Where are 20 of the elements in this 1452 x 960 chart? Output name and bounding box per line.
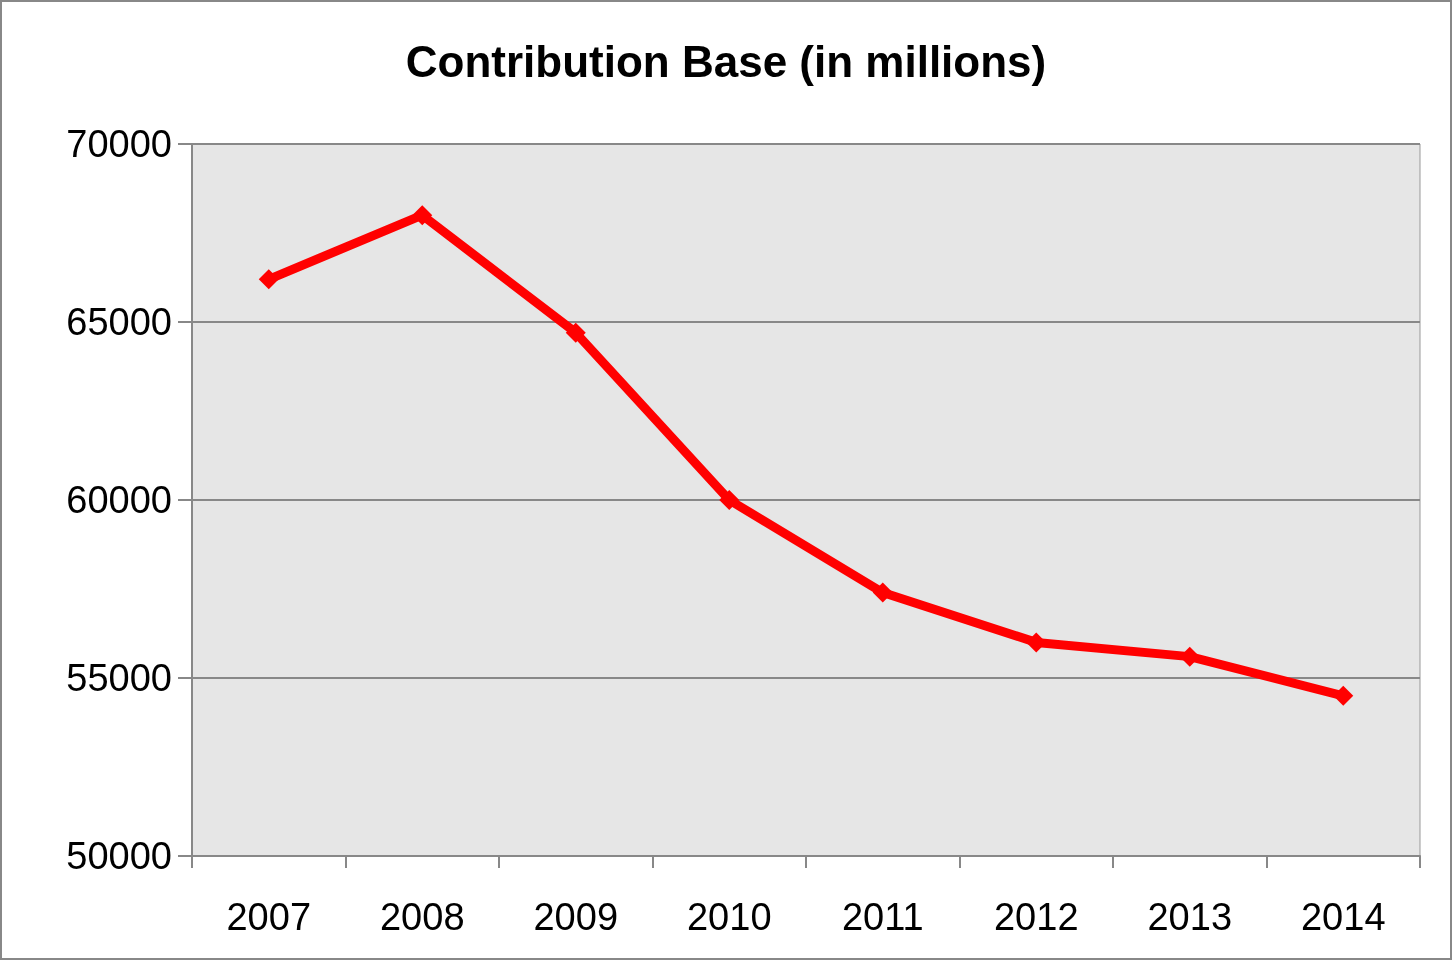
point	[565, 322, 586, 343]
y-tick-label: 70000	[66, 123, 172, 165]
point	[412, 205, 433, 226]
x-tick-label: 2010	[686, 896, 772, 938]
x-tick-label: 2008	[379, 896, 465, 938]
y-tick-label: 60000	[66, 479, 172, 521]
point	[872, 582, 893, 603]
x-tick-label: 2007	[226, 896, 312, 938]
y-tick-label: 55000	[66, 657, 172, 699]
point	[1333, 685, 1354, 706]
x-tick-label: 2013	[1147, 896, 1233, 938]
y-tick-label: 65000	[66, 301, 172, 343]
point	[258, 269, 279, 290]
x-tick-label: 2009	[533, 896, 619, 938]
chart-title: Contribution Base (in millions)	[405, 36, 1047, 86]
x-tick-label: 2011	[841, 896, 924, 938]
point	[719, 490, 740, 510]
x-tick-label: 2014	[1300, 896, 1386, 938]
y-tick-label: 50000	[66, 835, 172, 877]
x-tick-label: 2012	[993, 896, 1079, 938]
